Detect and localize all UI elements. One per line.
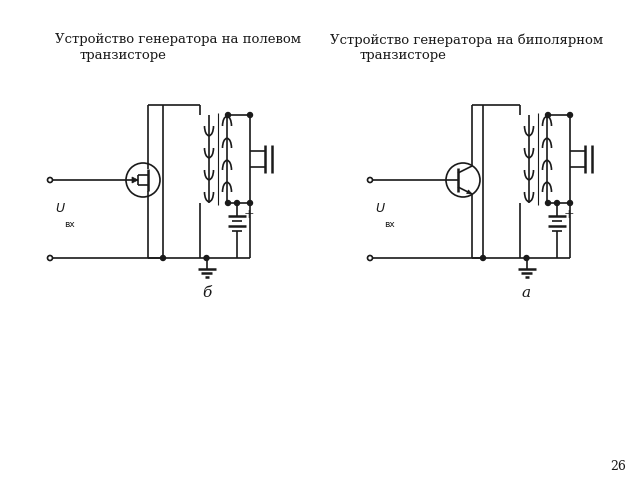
Text: 26: 26 xyxy=(610,459,626,472)
Circle shape xyxy=(554,201,559,205)
Circle shape xyxy=(367,255,372,261)
Circle shape xyxy=(225,201,230,205)
Circle shape xyxy=(248,112,253,118)
Text: транзисторе: транзисторе xyxy=(360,48,447,61)
Circle shape xyxy=(204,255,209,261)
Circle shape xyxy=(568,201,573,205)
Circle shape xyxy=(47,178,52,182)
Text: б: б xyxy=(202,286,211,300)
Text: $U$: $U$ xyxy=(375,202,386,215)
Circle shape xyxy=(545,112,550,118)
Circle shape xyxy=(248,201,253,205)
Text: вх: вх xyxy=(384,220,395,229)
Text: транзисторе: транзисторе xyxy=(80,48,167,61)
Text: Устройство генератора на биполярном: Устройство генератора на биполярном xyxy=(330,33,603,47)
Text: Устройство генератора на полевом: Устройство генератора на полевом xyxy=(55,34,301,47)
Circle shape xyxy=(367,178,372,182)
Circle shape xyxy=(234,201,239,205)
Text: $U$: $U$ xyxy=(55,202,66,215)
Polygon shape xyxy=(132,177,138,183)
Circle shape xyxy=(225,112,230,118)
Circle shape xyxy=(47,255,52,261)
Circle shape xyxy=(524,255,529,261)
Text: вх: вх xyxy=(64,220,75,229)
Circle shape xyxy=(568,112,573,118)
Polygon shape xyxy=(467,190,472,194)
Text: а: а xyxy=(522,286,531,300)
Text: +: + xyxy=(244,207,254,220)
Circle shape xyxy=(545,201,550,205)
Circle shape xyxy=(481,255,486,261)
Circle shape xyxy=(161,255,166,261)
Text: +: + xyxy=(564,207,574,220)
